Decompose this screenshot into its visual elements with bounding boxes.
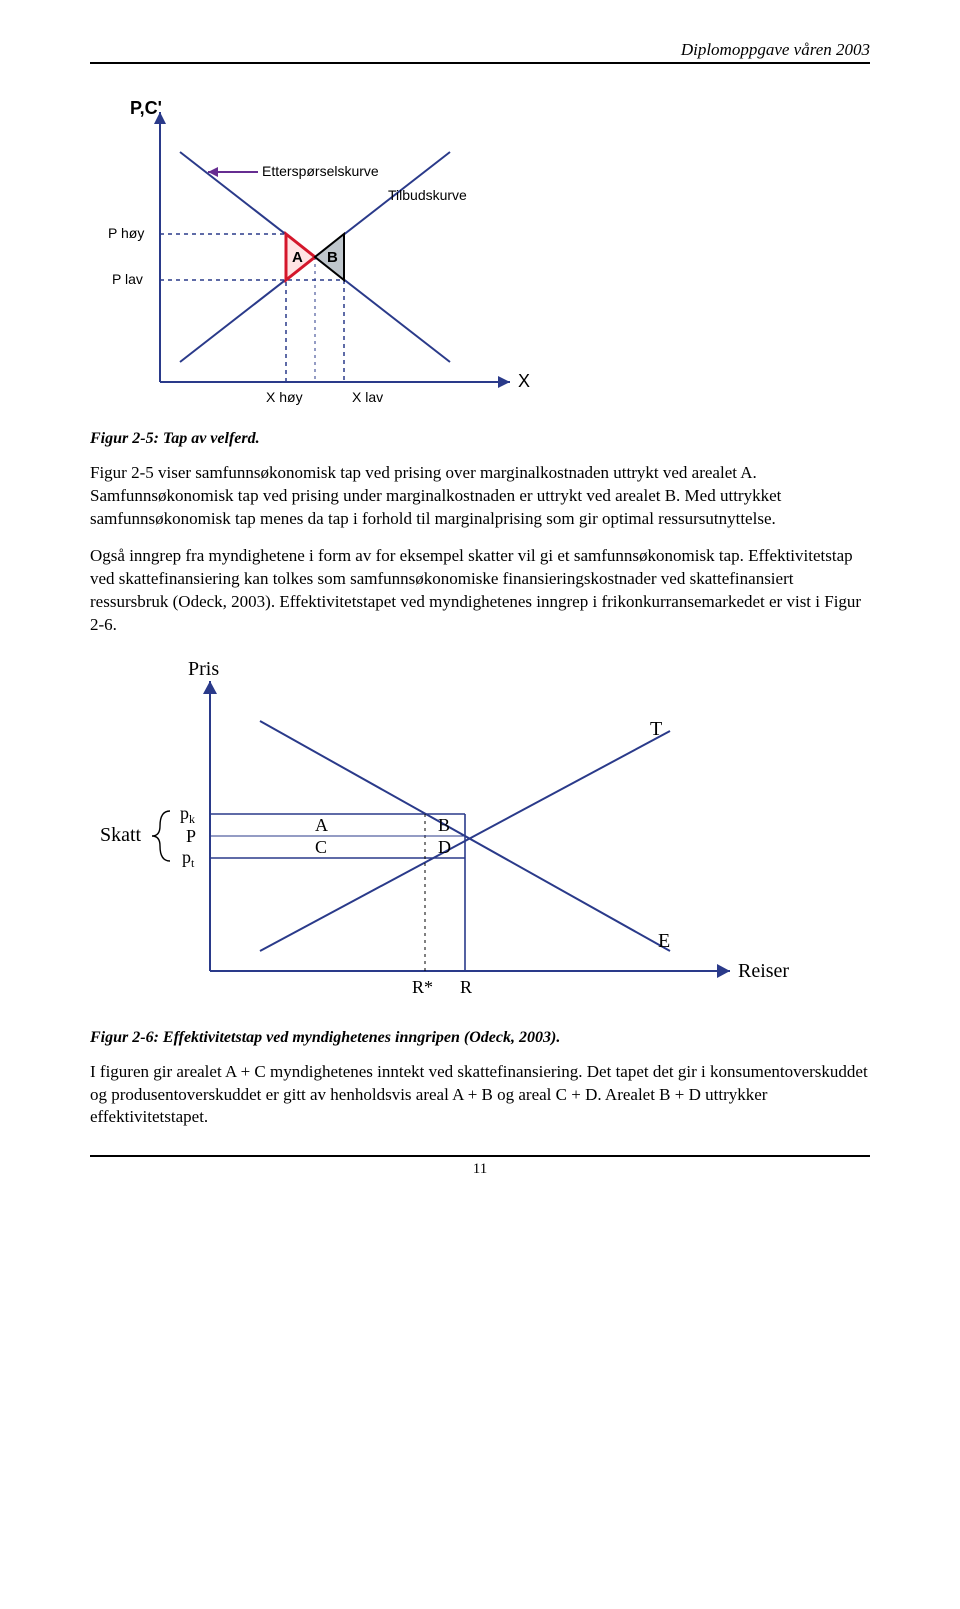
- paragraph-2: Også inngrep fra myndighetene i form av …: [90, 545, 870, 637]
- skatt-label: Skatt: [100, 824, 142, 846]
- region-A: A: [315, 815, 328, 835]
- fig2-y-label: Pris: [188, 658, 219, 680]
- y-axis-label: P,C': [130, 98, 162, 118]
- demand-callout: Etterspørselskurve: [262, 163, 379, 179]
- region-C: C: [315, 837, 327, 857]
- region-b-label: B: [327, 249, 338, 266]
- supply-T-label: T: [650, 718, 662, 740]
- y-tick-plav: P lav: [112, 271, 143, 287]
- figure-2-6: Pris Reiser T E pk P pt Skatt R* R A B C: [90, 651, 790, 1021]
- xtick-Rstar: R*: [412, 977, 433, 997]
- x-axis-label: X: [518, 371, 530, 391]
- region-B: B: [438, 815, 450, 835]
- y-tick-phoy: P høy: [108, 225, 144, 241]
- figure-2-5-caption: Figur 2-5: Tap av velferd.: [90, 430, 870, 448]
- page-header: Diplomoppgave våren 2003: [90, 40, 870, 64]
- figure-2-5: P,C' X A B P høy P lav X høy X lav: [90, 92, 550, 422]
- figure-2-6-caption: Figur 2-6: Effektivitetstap ved myndighe…: [90, 1029, 870, 1047]
- fig2-x-label: Reiser: [738, 960, 789, 982]
- x-tick-xhoy: X høy: [266, 389, 303, 405]
- supply-callout: Tilbudskurve: [388, 187, 467, 203]
- ytick-pk: pk: [180, 803, 195, 826]
- paragraph-3: I figuren gir arealet A + C myndighetene…: [90, 1061, 870, 1130]
- region-a-label: A: [292, 249, 303, 266]
- x-tick-xlav: X lav: [352, 389, 383, 405]
- demand-E-label: E: [658, 930, 670, 952]
- page-number: 11: [90, 1155, 870, 1178]
- ytick-pt: pt: [182, 847, 195, 870]
- region-D: D: [438, 837, 451, 857]
- xtick-R: R: [460, 977, 472, 997]
- paragraph-1: Figur 2-5 viser samfunnsøkonomisk tap ve…: [90, 462, 870, 531]
- ytick-P: P: [186, 826, 196, 846]
